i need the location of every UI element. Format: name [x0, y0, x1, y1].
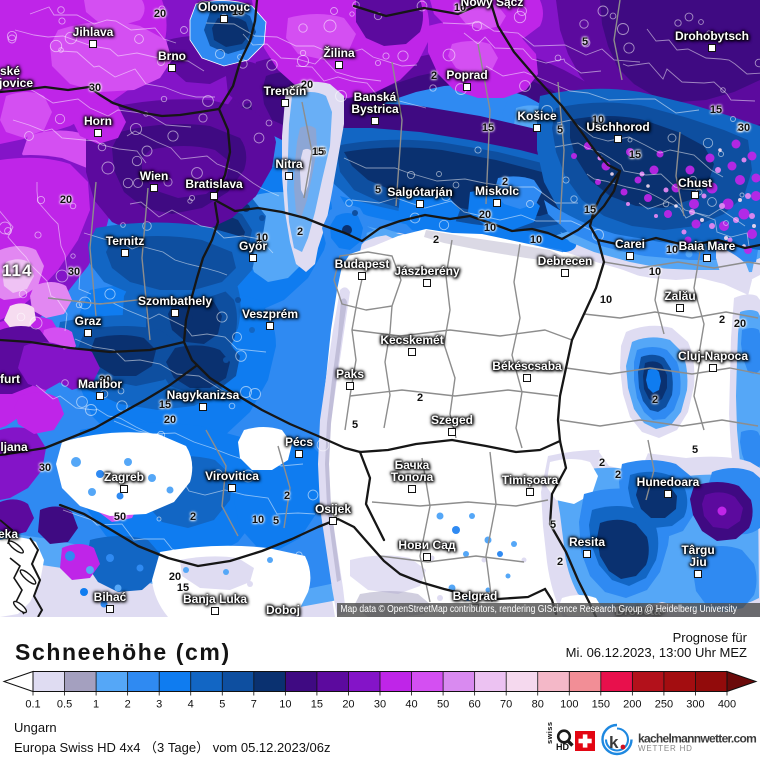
- svg-text:200: 200: [623, 699, 641, 711]
- svg-text:k: k: [609, 733, 619, 752]
- svg-text:40: 40: [405, 699, 417, 711]
- svg-text:70: 70: [500, 699, 512, 711]
- svg-text:2: 2: [125, 699, 131, 711]
- svg-text:400: 400: [718, 699, 736, 711]
- svg-text:15: 15: [311, 699, 323, 711]
- svg-text:250: 250: [655, 699, 673, 711]
- svg-text:100: 100: [560, 699, 578, 711]
- svg-text:0.5: 0.5: [57, 699, 72, 711]
- svg-text:300: 300: [686, 699, 704, 711]
- svg-text:0.1: 0.1: [25, 699, 40, 711]
- svg-text:150: 150: [592, 699, 610, 711]
- svg-text:4: 4: [188, 699, 194, 711]
- svg-text:80: 80: [532, 699, 544, 711]
- svg-text:50: 50: [437, 699, 449, 711]
- svg-text:7: 7: [251, 699, 257, 711]
- svg-text:5: 5: [219, 699, 225, 711]
- svg-text:WETTER HD: WETTER HD: [638, 744, 693, 753]
- svg-text:swiss: swiss: [545, 722, 554, 744]
- svg-text:10: 10: [279, 699, 291, 711]
- svg-text:1: 1: [93, 699, 99, 711]
- svg-text:30: 30: [374, 699, 386, 711]
- svg-text:20: 20: [342, 699, 354, 711]
- svg-text:60: 60: [469, 699, 481, 711]
- svg-text:3: 3: [156, 699, 162, 711]
- svg-text:HD: HD: [556, 742, 569, 752]
